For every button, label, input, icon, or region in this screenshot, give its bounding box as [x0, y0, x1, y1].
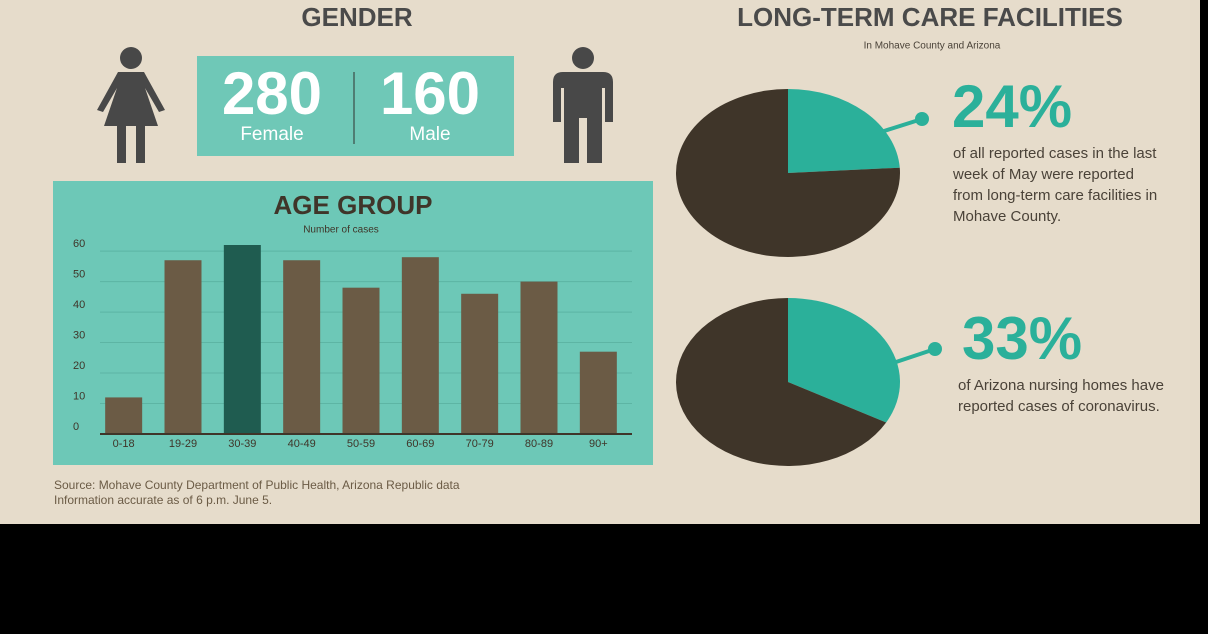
- bar: [520, 281, 558, 434]
- x-tick-label: 30-39: [228, 438, 256, 450]
- bar: [223, 245, 261, 434]
- source-line: Information accurate as of 6 p.m. June 5…: [54, 493, 272, 507]
- x-tick-label: 60-69: [406, 438, 434, 450]
- y-tick-label: 50: [73, 268, 85, 280]
- female-icon: [97, 47, 165, 163]
- bar: [461, 293, 499, 434]
- callout-dot: [928, 342, 942, 356]
- x-tick-label: 0-18: [113, 438, 135, 450]
- female-label: Female: [240, 124, 303, 145]
- pie-slice: [676, 89, 900, 257]
- bar: [164, 260, 202, 434]
- bar: [579, 351, 617, 434]
- percent-label: 24%: [952, 73, 1072, 140]
- x-tick-label: 70-79: [466, 438, 494, 450]
- pie-slice: [676, 298, 887, 466]
- male-icon: [553, 47, 613, 163]
- y-tick-label: 30: [73, 329, 85, 341]
- bar: [401, 257, 439, 434]
- percent-label: 33%: [962, 305, 1082, 372]
- x-tick-label: 19-29: [169, 438, 197, 450]
- x-tick-label: 40-49: [288, 438, 316, 450]
- callout-dot: [915, 112, 929, 126]
- pie-slice: [788, 89, 900, 173]
- y-tick-label: 40: [73, 299, 85, 311]
- annotation: of Arizona nursing homes have reported c…: [958, 377, 1164, 415]
- x-tick-label: 80-89: [525, 438, 553, 450]
- female-count: 280: [222, 60, 322, 127]
- pie-slice: [788, 298, 900, 423]
- gender-title: GENDER: [301, 2, 412, 32]
- y-tick-label: 10: [73, 390, 85, 402]
- bar-subtitle: Number of cases: [303, 225, 379, 236]
- male-count: 160: [380, 60, 480, 127]
- bar: [342, 287, 380, 434]
- y-tick-label: 20: [73, 360, 85, 372]
- x-tick-label: 50-59: [347, 438, 375, 450]
- bar-title: AGE GROUP: [274, 190, 433, 220]
- x-tick-label: 90+: [589, 438, 608, 450]
- source-line: Source: Mohave County Department of Publ…: [54, 478, 460, 492]
- bar: [105, 397, 143, 434]
- gender-box: [197, 56, 514, 156]
- ltc-title: LONG-TERM CARE FACILITIES: [737, 2, 1123, 32]
- y-tick-label: 60: [73, 238, 85, 250]
- ltc-subtitle: In Mohave County and Arizona: [864, 41, 1001, 52]
- bar: [283, 260, 321, 434]
- annotation: of all reported cases in the last week o…: [953, 145, 1158, 225]
- y-tick-label: 0: [73, 421, 79, 433]
- male-label: Male: [409, 124, 450, 145]
